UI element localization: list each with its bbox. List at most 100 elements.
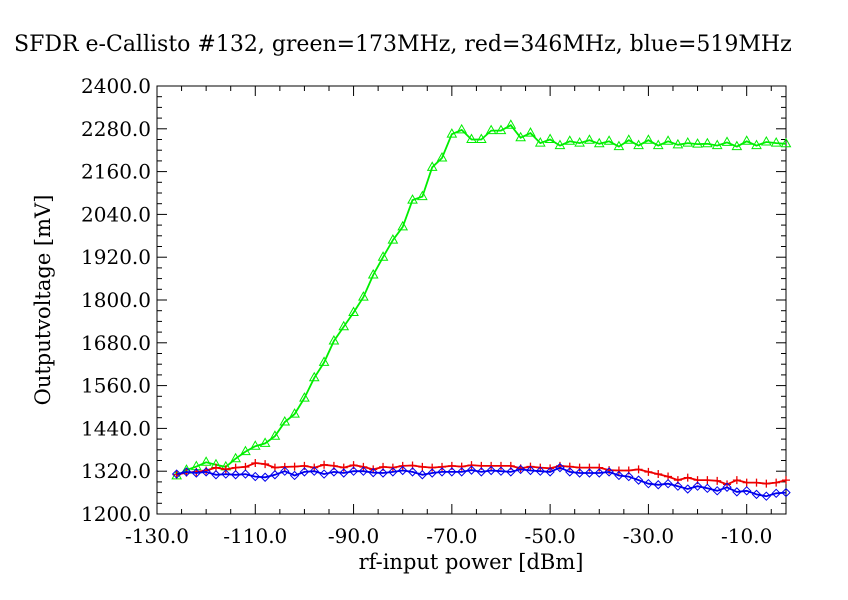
data-point-blue [545, 467, 555, 477]
data-point-blue [260, 472, 270, 482]
data-point-blue [447, 467, 457, 477]
y-tick-label: 1440.0 [81, 416, 151, 440]
data-point-red [428, 463, 437, 472]
data-point-green [662, 135, 674, 145]
data-point-blue [506, 467, 516, 477]
data-point-blue [722, 482, 732, 492]
data-point-blue [565, 467, 575, 477]
data-point-blue [633, 475, 644, 485]
data-point-green [475, 133, 487, 143]
data-point-blue [388, 467, 398, 477]
data-point-blue [368, 467, 378, 478]
data-point-red [634, 465, 643, 474]
data-point-blue [476, 467, 487, 477]
data-point-blue [417, 470, 428, 480]
data-point-blue [614, 470, 624, 481]
data-point-green [377, 251, 389, 261]
y-axis-label: Outputvoltage [mV] [31, 195, 55, 406]
data-point-blue [339, 468, 349, 478]
data-point-green [417, 190, 428, 201]
data-point-blue [437, 467, 447, 477]
data-point-blue [496, 466, 506, 476]
data-point-red [585, 463, 594, 472]
data-point-green [407, 194, 418, 204]
data-point-blue [171, 469, 182, 479]
x-tick-label: -110.0 [223, 524, 287, 548]
data-point-green [672, 138, 684, 149]
y-tick-label: 1680.0 [81, 331, 151, 355]
data-point-green [200, 456, 212, 466]
data-point-blue [555, 462, 565, 473]
data-point-red [320, 460, 329, 469]
x-tick-label: -130.0 [125, 524, 189, 548]
data-point-blue [663, 478, 673, 489]
data-point-blue [771, 488, 781, 499]
series-line-blue [176, 466, 787, 498]
data-point-green [259, 437, 271, 447]
data-point-green [387, 234, 399, 244]
data-point-green [741, 135, 753, 145]
data-point-green [751, 139, 762, 150]
data-point-red [693, 476, 702, 485]
data-point-blue [584, 468, 595, 478]
y-tick-label: 1320.0 [81, 459, 151, 483]
data-point-green [554, 139, 566, 150]
data-point-blue [535, 466, 546, 476]
data-point-red [300, 461, 309, 470]
data-point-red [329, 461, 338, 470]
data-point-green [456, 123, 468, 134]
data-point-blue [702, 483, 713, 494]
data-point-red [703, 476, 712, 485]
data-point-blue [358, 466, 369, 476]
data-point-red [782, 476, 790, 485]
data-point-green [760, 135, 772, 146]
data-point-blue [574, 468, 585, 478]
data-point-green [780, 137, 792, 148]
y-axis-ticks: 1200.0 1320.0 1440.0 1560.0 1680.0 1800.0 1920… [81, 74, 786, 526]
data-point-blue [378, 468, 388, 478]
data-point-blue [280, 466, 290, 476]
data-point-red [447, 461, 456, 470]
data-point-blue [692, 481, 703, 491]
data-point-green [505, 119, 517, 129]
data-point-blue [604, 467, 614, 477]
data-point-green [289, 408, 300, 418]
data-point-blue [201, 467, 211, 477]
y-tick-label: 1800.0 [81, 288, 151, 312]
x-tick-label: -30.0 [623, 524, 674, 548]
data-point-red [713, 476, 722, 485]
data-point-blue [289, 470, 300, 481]
data-point-green [397, 220, 409, 231]
x-tick-label: -90.0 [328, 524, 379, 548]
data-point-red [477, 461, 486, 470]
y-tick-label: 2400.0 [81, 74, 151, 98]
data-point-red [644, 467, 653, 476]
data-point-green [711, 139, 723, 150]
data-point-green [269, 430, 281, 440]
series-layer [171, 119, 792, 501]
data-point-green [446, 128, 458, 138]
data-point-red [339, 463, 348, 472]
x-tick-label: -50.0 [524, 524, 575, 548]
data-point-green [721, 136, 733, 146]
data-point-green [436, 152, 448, 162]
y-tick-label: 1200.0 [81, 502, 151, 526]
data-point-blue [732, 487, 742, 497]
data-point-green [338, 320, 350, 331]
data-point-blue [191, 468, 202, 478]
x-tick-label: -10.0 [721, 524, 772, 548]
data-point-green [485, 124, 497, 135]
data-point-blue [211, 470, 221, 480]
data-point-red [261, 460, 270, 469]
data-point-green [249, 440, 261, 450]
data-point-green [544, 133, 556, 143]
data-point-blue [643, 478, 654, 489]
data-point-green [299, 392, 310, 402]
x-axis-ticks: -130.0 -110.0 -90.0 -70.0 -50.0 -30.0 -10.0 [125, 86, 772, 548]
data-point-red [772, 478, 781, 487]
data-point-green [308, 371, 320, 382]
data-point-blue [781, 487, 791, 498]
data-point-blue [240, 469, 251, 479]
data-point-blue [348, 466, 359, 476]
